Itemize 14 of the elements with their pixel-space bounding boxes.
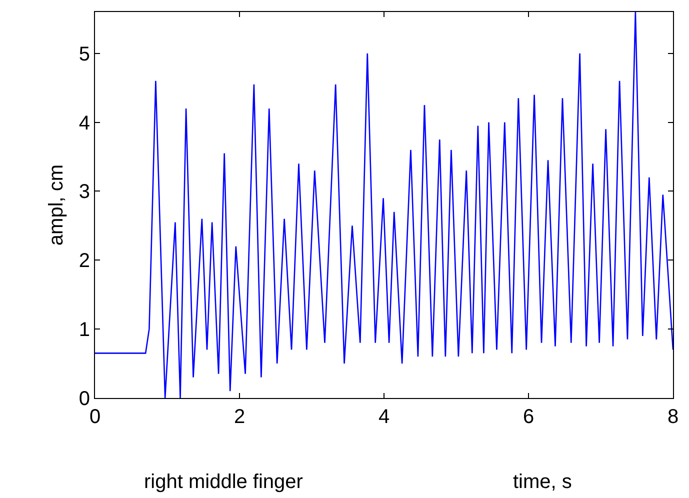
x-tick-label: 2 — [234, 406, 246, 428]
x-tick-label: 4 — [378, 406, 390, 428]
y-axis-title: ampl, cm — [45, 164, 68, 246]
text: right middle finger — [144, 471, 304, 493]
line-series — [95, 12, 673, 398]
y-tick-label: 5 — [78, 43, 90, 66]
x-axis-title: time, s — [513, 471, 572, 493]
y-tick-label: 2 — [78, 250, 90, 272]
y-tick-label: 1 — [78, 319, 90, 342]
y-tick-label: 0 — [78, 388, 90, 410]
y-tick-label: 4 — [78, 112, 90, 134]
x-tick-label: 6 — [522, 406, 534, 428]
x-tick-label: 8 — [667, 406, 679, 428]
y-tick-label: 3 — [78, 181, 90, 204]
